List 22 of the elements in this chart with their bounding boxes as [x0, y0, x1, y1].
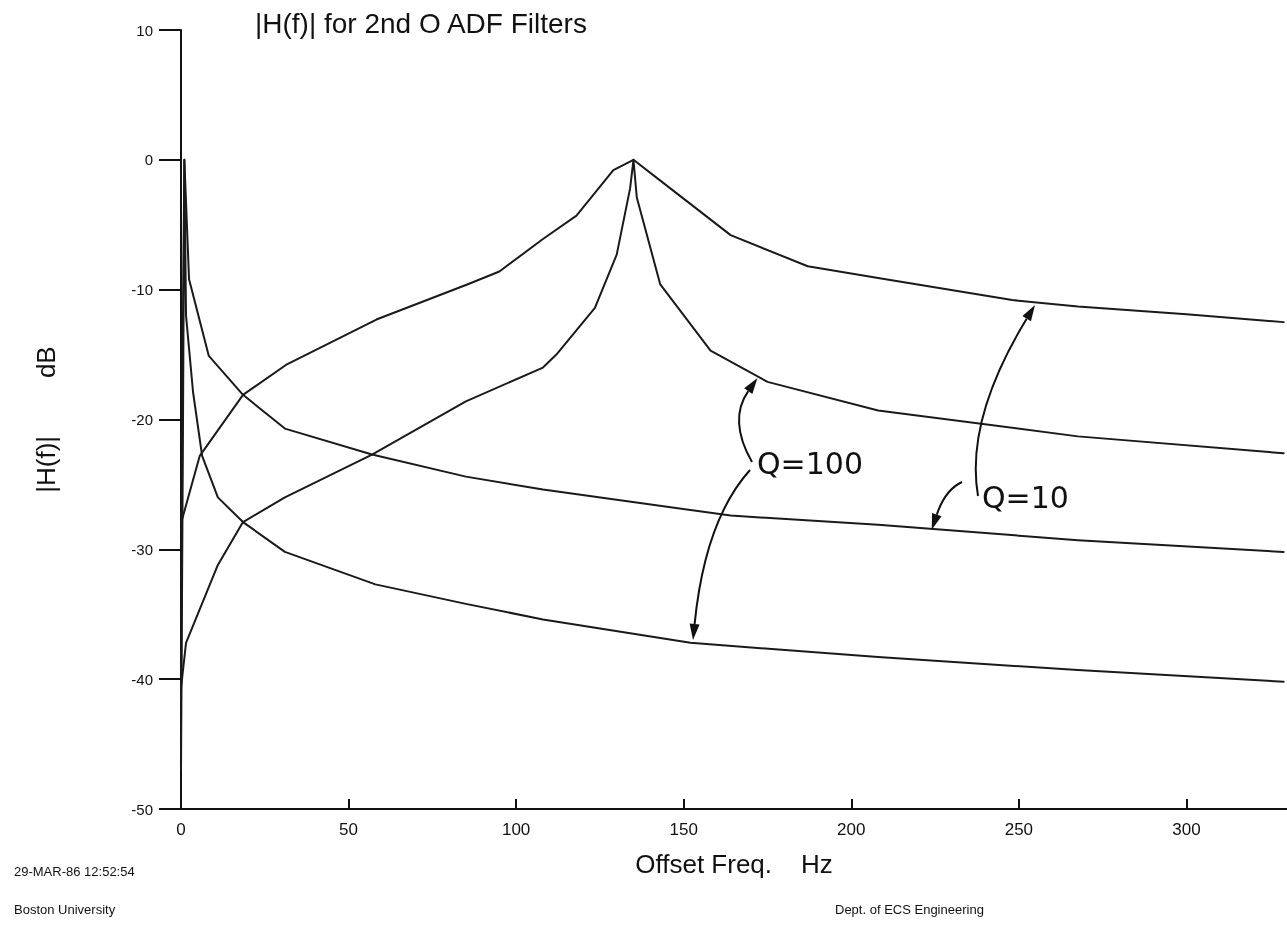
- y-tick-label: -50: [131, 800, 153, 818]
- y-tick-label: -10: [131, 281, 153, 299]
- annotation: Q=10: [982, 479, 1069, 515]
- y-tick-label: 10: [136, 21, 153, 39]
- x-tick-label: 300: [1172, 820, 1201, 839]
- text: Dept. of ECS Engineering: [835, 902, 984, 917]
- y-tick-label: -30: [131, 540, 153, 558]
- text: 29-MAR-86 12:52:54: [14, 864, 135, 879]
- y-tick-label: -20: [131, 411, 153, 428]
- x-tick-label: 0: [176, 820, 186, 839]
- x-tick-label: 100: [501, 820, 531, 839]
- y-tick-label: 0: [144, 151, 153, 169]
- y-axis-title: |H(f)| dB: [31, 346, 61, 493]
- chart-title: |H(f)| for 2nd O ADF Filters: [255, 7, 587, 39]
- x-tick-label: 200: [837, 820, 866, 839]
- annotation: Q=100: [757, 445, 864, 481]
- x-tick-label: 150: [669, 820, 698, 839]
- x-tick-label: 250: [1004, 820, 1034, 839]
- x-tick-label: 50: [339, 820, 359, 839]
- text: Boston University: [14, 902, 116, 917]
- x-axis-title: Offset Freq. Hz: [635, 849, 833, 879]
- y-tick-label: -40: [131, 670, 153, 688]
